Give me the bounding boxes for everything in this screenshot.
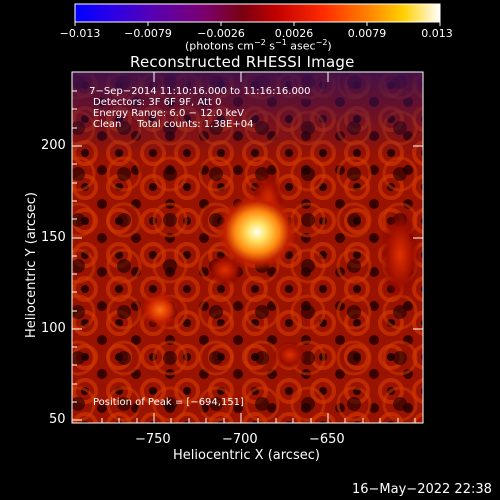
peak-source [217, 194, 297, 270]
rhessi-image [72, 72, 423, 423]
colorbar-tick-label: 0.013 [421, 27, 453, 40]
secondary-source [274, 341, 306, 369]
x-tick-label: −700 [222, 432, 258, 447]
x-axis-ticks [101, 72, 416, 423]
colorbar-units: (photons cm−2 s−1 asec−2) [185, 38, 332, 53]
y-tick-label: 200 [41, 138, 66, 153]
y-tick-label: 150 [41, 230, 66, 245]
y-tick-label: 100 [41, 321, 66, 336]
colorbar-ticks [74, 22, 441, 26]
colorbar-tick-label: −0.0026 [197, 27, 245, 40]
colorbar-tick-label: −0.0079 [124, 27, 172, 40]
info-line: Clean Total counts: 1.38E+04 [93, 119, 254, 130]
plot-frame [71, 71, 424, 424]
peak-position-label: Position of Peak = [−694,151] [93, 397, 244, 408]
info-line: 7−Sep−2014 11:10:16.000 to 11:16:16.000 [86, 86, 311, 97]
y-tick-label: 50 [49, 412, 66, 427]
x-axis-label: Heliocentric X (arcsec) [173, 448, 320, 463]
colorbar-tick-label: −0.013 [59, 27, 101, 40]
info-line: Energy Range: 6.0 − 12.0 keV [93, 108, 244, 119]
plot-title: Reconstructed RHESSI Image [130, 53, 355, 71]
info-line: Detectors: 3F 6F 9F, Att 0 [93, 97, 222, 108]
secondary-source [380, 210, 420, 300]
secondary-source [138, 290, 182, 330]
colorbar-tick-label: 0.0026 [274, 27, 314, 40]
y-axis-ticks [72, 90, 423, 421]
colorbar [74, 3, 441, 23]
x-tick-label: −750 [135, 432, 171, 447]
y-axis-label: Heliocentric Y (arcsec) [24, 192, 39, 338]
colorbar-tick-label: 0.0079 [347, 27, 387, 40]
timestamp: 16−May−2022 22:38 [352, 482, 492, 497]
x-tick-label: −650 [309, 432, 345, 447]
